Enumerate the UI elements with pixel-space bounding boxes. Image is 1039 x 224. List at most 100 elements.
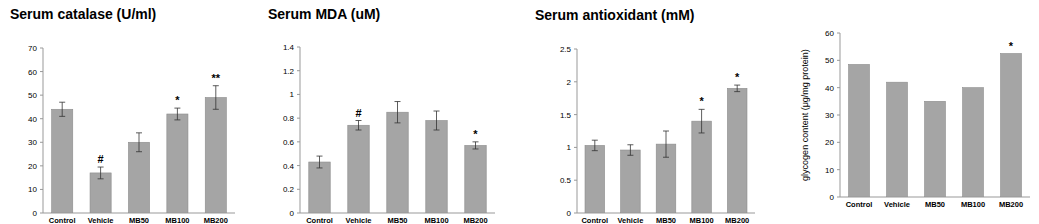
bar — [692, 121, 712, 213]
chart-title: Serum MDA (uM) — [268, 6, 380, 22]
x-tick-label: MB200 — [725, 216, 749, 224]
y-tick-label: 1.2 — [283, 67, 295, 76]
chart: glycogen content (μg/mg protein) 0 10 20 30 4… — [800, 29, 1030, 209]
y-tick-label: 1.5 — [560, 111, 572, 120]
plot-area — [585, 85, 747, 213]
bar — [585, 145, 605, 213]
bar — [925, 101, 946, 197]
y-tick-label: 0 — [830, 193, 835, 202]
y-axis — [840, 33, 841, 197]
chart: Serum MDA (uM) 0 0.2 0.4 0.6 0.8 1 1.2 1.4 Contro… — [268, 6, 495, 224]
x-tick-label: Control — [581, 216, 608, 224]
y-tick-label: 0.5 — [560, 176, 572, 185]
y-tick-label: 10 — [28, 185, 37, 194]
y-axis — [577, 49, 578, 213]
bar — [963, 88, 984, 197]
y-tick-label: 10 — [825, 166, 834, 175]
y-tick-label: 30 — [825, 111, 834, 120]
bar — [887, 82, 908, 197]
error-bar — [663, 131, 669, 157]
y-tick-label: 0.6 — [283, 138, 295, 147]
x-tick-label: Control — [846, 200, 873, 209]
error-bar — [699, 109, 705, 133]
chart-title: Serum antioxidant (mM) — [535, 7, 694, 23]
figure: Serum catalase (U/ml)010203040506070Cont… — [0, 0, 1039, 224]
x-tick-label: MB100 — [165, 216, 189, 224]
error-bar — [174, 108, 180, 120]
bar — [426, 121, 447, 213]
x-tick-label: Vehicle — [884, 200, 910, 209]
error-bar — [734, 85, 740, 92]
bar — [621, 150, 641, 213]
error-bar — [473, 142, 479, 149]
y-tick-label: 0 — [567, 209, 572, 218]
y-tick-label: 60 — [825, 29, 834, 38]
y-tick-label: 0 — [290, 209, 295, 218]
error-bar — [395, 102, 401, 123]
chart: Serum antioxidant (mM)00.511.522.5Contro… — [535, 7, 755, 224]
y-tick-label: 30 — [28, 138, 37, 147]
bar — [90, 173, 111, 213]
y-tick-label: 0.2 — [283, 185, 295, 194]
bar — [348, 125, 369, 213]
bar — [387, 112, 408, 213]
x-tick-label: Vehicle — [88, 216, 114, 224]
y-tick-label: 1 — [567, 143, 572, 152]
x-tick-label: Control — [306, 216, 333, 224]
x-tick-label: Control — [49, 216, 76, 224]
error-bar — [98, 167, 104, 179]
bar — [205, 98, 226, 214]
error-bar — [627, 145, 633, 155]
bar — [167, 114, 188, 213]
error-bar — [356, 121, 362, 130]
bar — [52, 109, 73, 213]
y-tick-label: 2.5 — [560, 45, 572, 54]
error-bar — [434, 111, 440, 130]
bar — [849, 64, 870, 197]
x-tick-label: MB50 — [656, 216, 676, 224]
y-tick-label: 1 — [290, 90, 295, 99]
x-tick-label: Vehicle — [346, 216, 372, 224]
y-tick-label: 40 — [825, 84, 834, 93]
y-tick-label: 20 — [28, 162, 37, 171]
y-tick-label: 0.8 — [283, 114, 295, 123]
x-tick-label: MB50 — [129, 216, 149, 224]
y-axis — [300, 47, 301, 213]
bar — [1001, 54, 1022, 198]
plot-area — [309, 102, 486, 213]
annotation: * — [735, 71, 740, 83]
annotation: # — [355, 107, 361, 119]
error-bar — [136, 133, 142, 152]
annotation: * — [175, 94, 180, 106]
error-bar — [59, 102, 65, 116]
x-tick-label: MB100 — [961, 200, 985, 209]
y-tick-label: 40 — [28, 115, 37, 124]
error-bar — [592, 140, 598, 150]
bar — [727, 88, 747, 213]
x-tick-label: MB50 — [387, 216, 407, 224]
y-axis-label: glycogen content (μg/mg protein) — [800, 49, 810, 181]
annotation: * — [473, 128, 478, 140]
y-axis — [43, 48, 44, 213]
x-tick-label: MB100 — [690, 216, 714, 224]
x-tick-label: MB100 — [424, 216, 448, 224]
x-tick-label: MB200 — [999, 200, 1023, 209]
error-bar — [213, 86, 219, 110]
error-bar — [317, 156, 323, 168]
y-tick-label: 0 — [33, 209, 38, 218]
y-tick-label: 70 — [28, 44, 37, 53]
annotation: ** — [212, 72, 221, 84]
chart: Serum catalase (U/ml)010203040506070Cont… — [10, 6, 235, 224]
bar — [309, 162, 330, 213]
bar — [465, 145, 486, 213]
y-tick-label: 50 — [825, 56, 834, 65]
x-tick-label: Vehicle — [617, 216, 643, 224]
x-tick-label: MB50 — [925, 200, 945, 209]
x-tick-label: MB200 — [463, 216, 487, 224]
y-tick-label: 1.4 — [283, 43, 295, 52]
y-tick-label: 0.4 — [283, 162, 295, 171]
annotation: # — [98, 153, 104, 165]
y-tick-label: 50 — [28, 91, 37, 100]
x-tick-label: MB200 — [204, 216, 228, 224]
y-tick-label: 20 — [825, 138, 834, 147]
